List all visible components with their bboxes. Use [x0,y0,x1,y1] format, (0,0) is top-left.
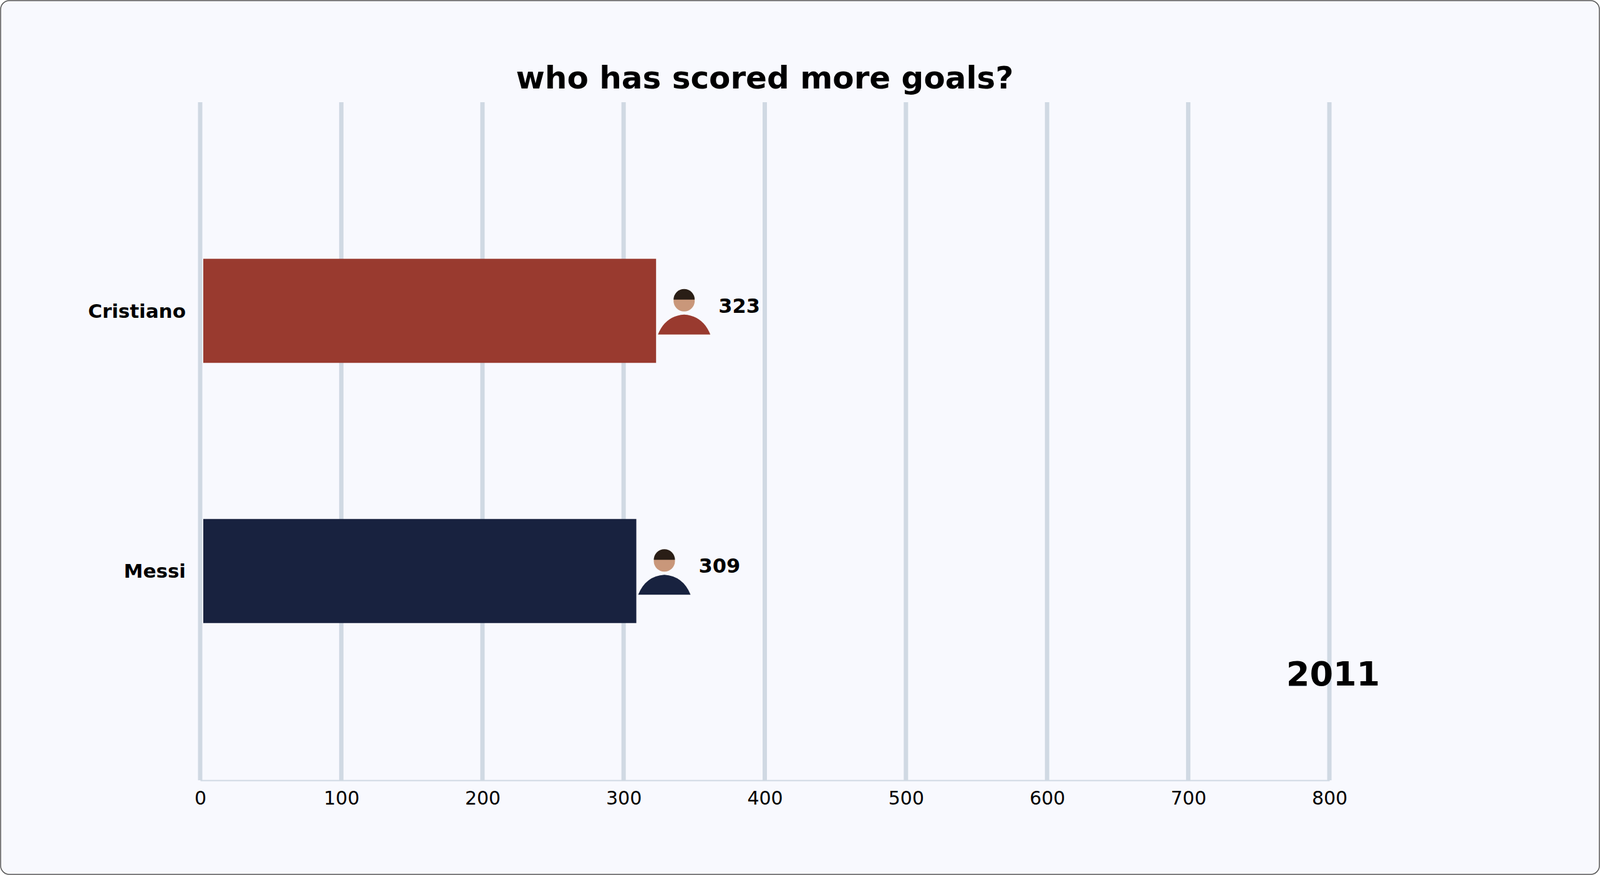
grid-line [339,102,344,781]
chart: who has scored more goals? 0 100 200 300 400 5… [0,0,1600,875]
data-label: 323 [718,294,761,319]
tick-label: 200 [465,787,501,810]
tick: 300 [606,780,642,810]
category-labels: Cristiano Messi [87,299,186,583]
annotation: 2011 [1286,654,1380,694]
tick: 100 [323,780,360,810]
icon-body [637,574,691,595]
tick-label: 300 [606,787,642,810]
player-icon [637,549,691,595]
category-label: Cristiano [87,299,186,323]
icon-body [657,314,711,335]
tick-label: 0 [194,787,207,810]
player-icon [657,289,711,335]
tick-label: 800 [1311,787,1348,810]
tick-label: 100 [323,787,360,810]
grid-line [1045,102,1050,781]
tick: 600 [1029,780,1066,810]
data-label: 309 [698,554,741,579]
tick-label: 500 [888,787,925,810]
data-labels: 323 309 [698,294,760,579]
tick-label: 700 [1170,787,1206,810]
background [0,0,1600,875]
tick: 700 [1170,780,1206,810]
icon-hair [673,289,695,300]
grid-line [903,102,908,781]
title: who has scored more goals? [516,59,1014,97]
bars [203,258,656,624]
axis-line [200,780,1331,782]
grid-line [762,102,767,781]
tick: 0 [194,780,207,810]
grid-line [480,102,485,781]
x-axis: 0 100 200 300 400 500 600 700 800 [194,780,1348,810]
grid-line [1185,102,1191,781]
tick: 800 [1311,780,1348,810]
icons [637,289,711,596]
grid-line [198,102,203,781]
grid [200,102,1330,781]
grid-line [621,102,627,781]
bar [203,519,637,624]
icon-hair [653,549,675,560]
tick: 200 [465,780,501,810]
tick-label: 400 [746,787,783,810]
bar [203,258,656,363]
tick: 500 [888,780,925,810]
tick: 400 [746,780,783,810]
category-label: Messi [124,559,186,583]
tick-label: 600 [1029,787,1066,810]
